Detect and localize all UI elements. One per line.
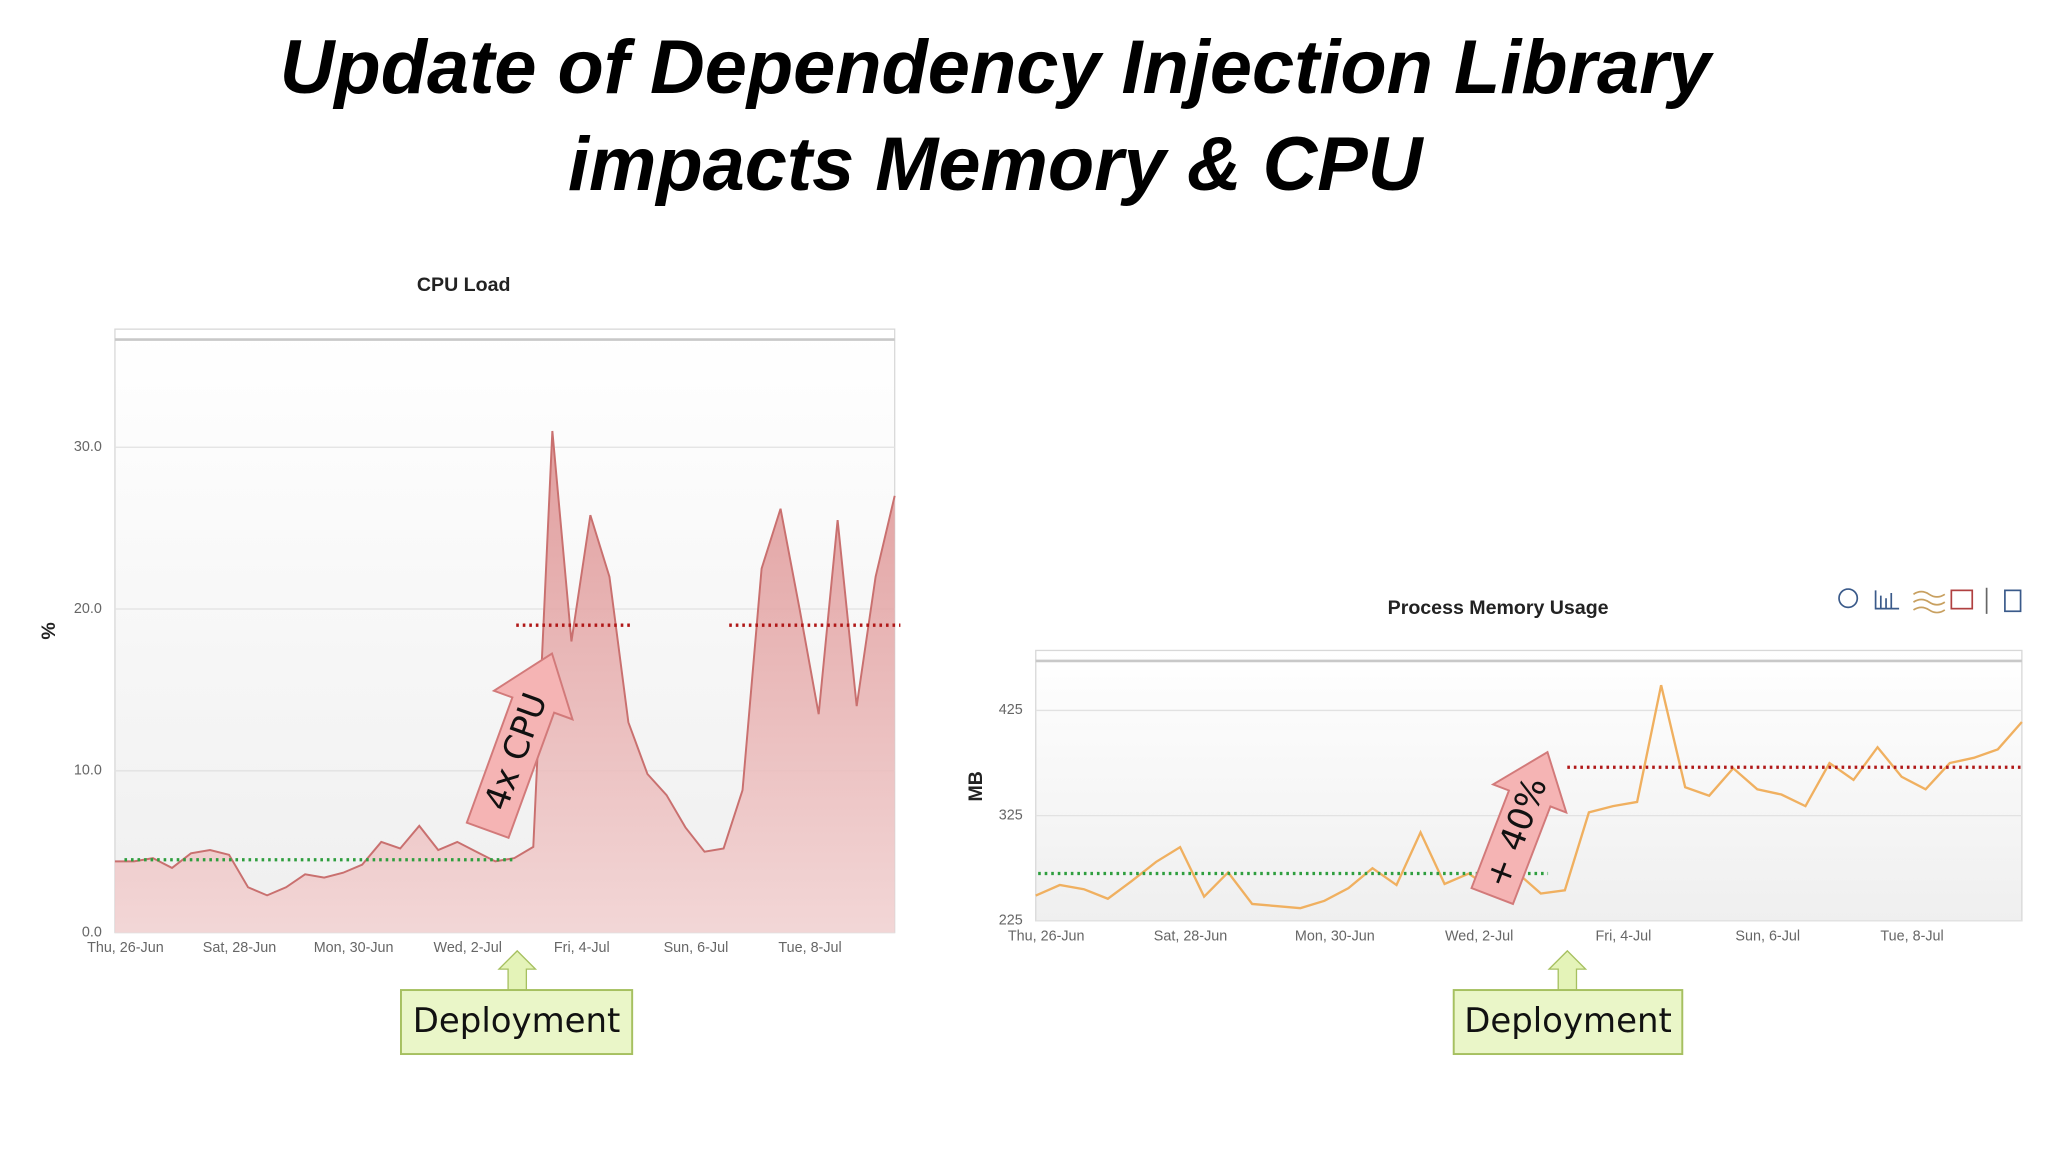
toolbar	[1838, 587, 2022, 614]
chart-title: Process Memory Usage	[1388, 597, 1609, 619]
export-icon[interactable]	[2004, 589, 2022, 613]
x-tick-label: Thu, 26-Jun	[87, 940, 164, 956]
clock-icon[interactable]	[1838, 588, 1859, 609]
annotation: Deployment	[413, 1001, 621, 1041]
y-tick-label: 30.0	[74, 439, 102, 455]
y-tick-label: 225	[999, 913, 1023, 929]
y-tick-label: 325	[999, 807, 1023, 823]
line	[1035, 684, 2023, 910]
chart: CPU Load% 0.0 10.0 20.0 30.0 Thu, 26-Jun Sat, …	[38, 274, 901, 956]
slide-title: Update of Dependency Injection Library	[280, 25, 1715, 110]
x-tick-label: Sun, 6-Jul	[664, 940, 729, 956]
y-tick-label: 425	[999, 702, 1023, 718]
x-tick-label: Thu, 26-Jun	[1008, 928, 1085, 944]
x-tick-label: Mon, 30-Jun	[1295, 928, 1375, 944]
x-tick-label: Wed, 2-Jul	[1445, 928, 1513, 944]
y-tick-label: 20.0	[74, 601, 102, 617]
x-tick-label: Tue, 8-Jul	[1880, 928, 1943, 944]
x-tick-label: Sat, 28-Jun	[1154, 928, 1227, 944]
slide-title: impacts Memory & CPU	[568, 122, 1425, 207]
chart-title: CPU Load	[417, 274, 511, 296]
lines-icon[interactable]	[1912, 590, 1946, 614]
area	[114, 431, 895, 933]
chart: Process Memory Usage MB 225 325 425 Thu, 26-J…	[965, 597, 2023, 944]
x-tick-label: Mon, 30-Jun	[314, 940, 394, 956]
x-tick-label: Wed, 2-Jul	[434, 940, 502, 956]
bars-icon[interactable]	[1874, 590, 1900, 610]
x-tick-label: Sat, 28-Jun	[203, 940, 276, 956]
x-tick-label: Tue, 8-Jul	[778, 940, 841, 956]
grid-icon[interactable]	[1950, 589, 1974, 610]
y-tick-label: 10.0	[74, 763, 102, 779]
y-tick-label: 0.0	[82, 924, 102, 940]
deployment-marker: Deployment	[1452, 949, 1684, 1056]
x-tick-label: Sun, 6-Jul	[1735, 928, 1800, 944]
annotation: Deployment	[1464, 1001, 1672, 1041]
x-tick-label: Fri, 4-Jul	[554, 940, 610, 956]
deployment-marker: Deployment	[400, 949, 634, 1056]
y-axis-label: MB	[965, 771, 987, 801]
y-axis-label: %	[38, 622, 60, 639]
x-tick-label: Fri, 4-Jul	[1596, 928, 1652, 944]
